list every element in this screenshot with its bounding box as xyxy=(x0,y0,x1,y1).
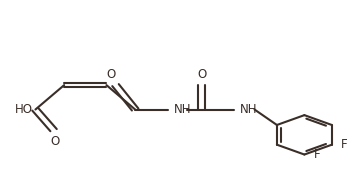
Text: NH: NH xyxy=(174,103,191,116)
Text: HO: HO xyxy=(15,103,32,116)
Text: O: O xyxy=(106,68,116,81)
Text: NH: NH xyxy=(240,103,257,116)
Text: F: F xyxy=(313,148,320,161)
Text: F: F xyxy=(341,138,348,151)
Text: O: O xyxy=(51,135,60,148)
Text: O: O xyxy=(197,68,206,81)
